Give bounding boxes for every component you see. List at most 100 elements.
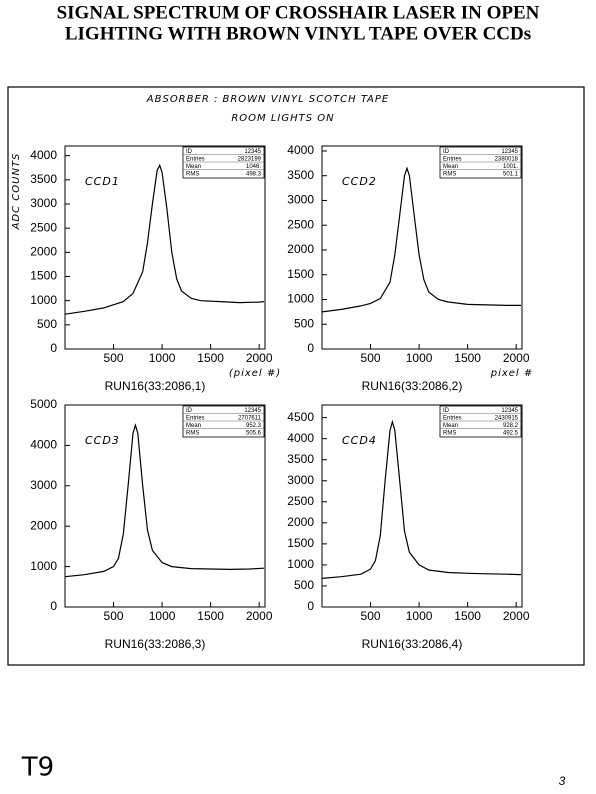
y-tick-label: 2000 bbox=[30, 518, 57, 532]
plot-frame bbox=[321, 145, 523, 350]
spectrum-line bbox=[64, 163, 265, 315]
ccd-label: CCD1 bbox=[85, 175, 120, 188]
y-axis-note: ADC COUNTS bbox=[11, 153, 22, 231]
stats-value: 928.2 bbox=[503, 423, 519, 429]
x-tick-label: 1500 bbox=[454, 351, 481, 365]
x-tick-label: 1000 bbox=[406, 609, 433, 623]
x-tick-label: 500 bbox=[104, 351, 124, 365]
stats-label: RMS bbox=[186, 171, 199, 177]
stats-value: 492.5 bbox=[503, 430, 519, 436]
stats-value: 2823199 bbox=[238, 156, 262, 162]
run-caption: RUN16(33:2086,3) bbox=[105, 637, 206, 651]
y-tick-label: 3000 bbox=[30, 196, 57, 210]
stats-value: 1046. bbox=[246, 164, 261, 170]
stats-label: RMS bbox=[443, 171, 456, 177]
stats-label: ID bbox=[443, 408, 450, 414]
y-tick-label: 1000 bbox=[287, 292, 314, 306]
stats-label: Entries bbox=[443, 415, 462, 421]
y-tick-label: 4500 bbox=[287, 410, 314, 424]
y-tick-label: 2000 bbox=[287, 515, 314, 529]
run-caption: RUN16(33:2086,1) bbox=[105, 379, 206, 393]
stats-label: Mean bbox=[186, 164, 201, 170]
stats-label: Entries bbox=[186, 156, 205, 162]
ccd-label: CCD4 bbox=[342, 434, 377, 447]
title-line: SIGNAL SPECTRUM OF CROSSHAIR LASER IN OP… bbox=[57, 2, 540, 23]
y-tick-label: 1000 bbox=[287, 557, 314, 571]
stats-value: 501.1 bbox=[503, 171, 519, 177]
stats-label: Entries bbox=[443, 156, 462, 162]
stats-box bbox=[439, 146, 522, 179]
y-tick-label: 4000 bbox=[30, 438, 57, 452]
ccd-label: CCD3 bbox=[85, 434, 120, 447]
stats-label: ID bbox=[443, 149, 450, 155]
y-tick-label: 3500 bbox=[287, 452, 314, 466]
stats-box bbox=[439, 405, 522, 438]
x-axis-note: (pixel #) bbox=[229, 368, 281, 379]
x-axis-note: pixel # bbox=[490, 368, 534, 379]
y-tick-label: 0 bbox=[307, 341, 314, 355]
stats-value: 12345 bbox=[501, 408, 518, 414]
y-tick-label: 3500 bbox=[287, 168, 314, 182]
stats-value: 2380018 bbox=[495, 156, 519, 162]
x-tick-label: 1500 bbox=[197, 351, 224, 365]
y-tick-label: 500 bbox=[294, 316, 314, 330]
stats-value: 12345 bbox=[501, 149, 518, 155]
y-tick-label: 0 bbox=[50, 599, 57, 613]
x-tick-label: 500 bbox=[104, 609, 124, 623]
x-tick-label: 1000 bbox=[406, 351, 433, 365]
y-tick-label: 500 bbox=[37, 317, 57, 331]
stats-value: 2707611 bbox=[238, 415, 262, 421]
stats-value: 498.3 bbox=[246, 171, 262, 177]
x-tick-label: 1000 bbox=[149, 351, 176, 365]
y-tick-label: 500 bbox=[294, 578, 314, 592]
y-tick-label: 2500 bbox=[287, 494, 314, 508]
y-tick-label: 3000 bbox=[287, 193, 314, 207]
stats-label: RMS bbox=[186, 430, 199, 436]
y-tick-label: 4000 bbox=[287, 143, 314, 157]
stats-value: 952.3 bbox=[246, 423, 262, 429]
note: ABSORBER : BROWN VINYL SCOTCH TAPE bbox=[146, 94, 389, 105]
stats-label: Mean bbox=[443, 423, 458, 429]
x-tick-label: 2000 bbox=[246, 609, 273, 623]
plot-frame bbox=[321, 404, 523, 608]
y-tick-label: 5000 bbox=[30, 397, 57, 411]
x-tick-label: 1500 bbox=[197, 609, 224, 623]
stats-box bbox=[182, 405, 265, 438]
stats-value: 1001. bbox=[503, 164, 518, 170]
stats-box bbox=[182, 146, 265, 179]
y-tick-label: 2500 bbox=[287, 217, 314, 231]
x-tick-label: 500 bbox=[361, 609, 381, 623]
ccd-label: CCD2 bbox=[342, 175, 377, 188]
title-line: LIGHTING WITH BROWN VINYL TAPE OVER CCDs bbox=[65, 23, 531, 44]
stats-label: Entries bbox=[186, 415, 205, 421]
stats-value: 505.6 bbox=[246, 430, 262, 436]
y-tick-label: 0 bbox=[50, 341, 57, 355]
spectrum-line bbox=[321, 166, 521, 313]
x-tick-label: 1500 bbox=[454, 609, 481, 623]
y-tick-label: 4000 bbox=[287, 431, 314, 445]
stats-label: Mean bbox=[186, 423, 201, 429]
x-tick-label: 2000 bbox=[503, 609, 530, 623]
x-tick-label: 1000 bbox=[149, 609, 176, 623]
stats-label: RMS bbox=[443, 430, 456, 436]
stats-value: 2430915 bbox=[495, 415, 519, 421]
stats-label: ID bbox=[186, 149, 193, 155]
y-tick-label: 1500 bbox=[287, 267, 314, 281]
y-tick-label: 0 bbox=[307, 599, 314, 613]
y-tick-label: 4000 bbox=[30, 148, 57, 162]
x-tick-label: 500 bbox=[361, 351, 381, 365]
run-caption: RUN16(33:2086,4) bbox=[362, 637, 463, 651]
y-tick-label: 1500 bbox=[287, 536, 314, 550]
y-tick-label: 1500 bbox=[30, 269, 57, 283]
note: ROOM LIGHTS ON bbox=[231, 113, 334, 124]
page-id: T9 bbox=[21, 753, 54, 783]
y-tick-label: 3000 bbox=[30, 478, 57, 492]
stats-label: ID bbox=[186, 408, 193, 414]
stats-value: 12345 bbox=[244, 149, 261, 155]
y-tick-label: 1000 bbox=[30, 559, 57, 573]
stats-label: Mean bbox=[443, 164, 458, 170]
y-tick-label: 3500 bbox=[30, 172, 57, 186]
x-tick-label: 2000 bbox=[246, 351, 273, 365]
spectrum-line bbox=[64, 423, 265, 578]
